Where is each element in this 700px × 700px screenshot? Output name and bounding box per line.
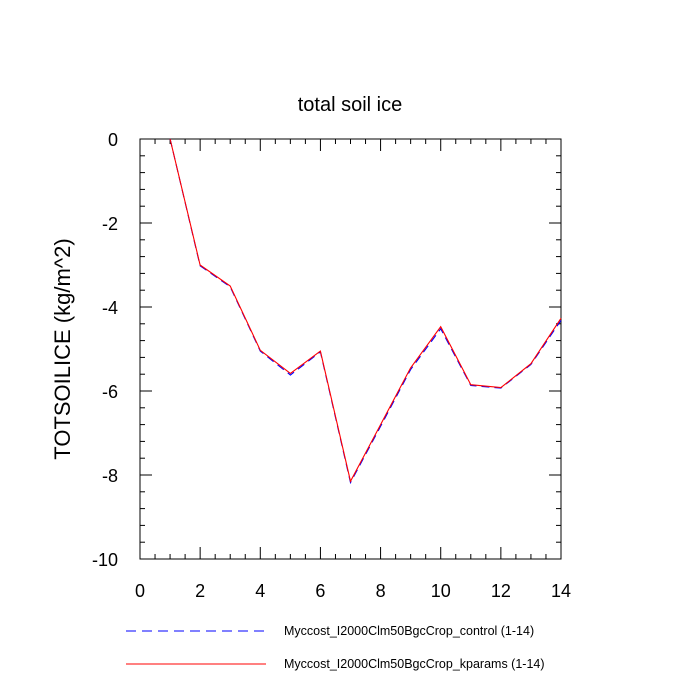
series-line-1 bbox=[169, 138, 562, 485]
y-tick-label: -2 bbox=[102, 214, 118, 234]
series-line-2 bbox=[169, 138, 562, 483]
legend-label-1: Myccost_I2000Clm50BgcCrop_control (1-14) bbox=[284, 624, 534, 638]
y-axis-label: TOTSOILICE (kg/m^2) bbox=[50, 238, 75, 459]
y-tick-label: 0 bbox=[108, 130, 118, 150]
x-tick-label: 6 bbox=[315, 581, 325, 601]
x-tick-label: 2 bbox=[195, 581, 205, 601]
legend: Myccost_I2000Clm50BgcCrop_control (1-14)… bbox=[126, 624, 545, 671]
axis-ticks bbox=[139, 138, 562, 560]
y-tick-label: -4 bbox=[102, 298, 118, 318]
x-tick-label: 4 bbox=[255, 581, 265, 601]
chart-title: total soil ice bbox=[298, 94, 403, 116]
x-tick-label: 14 bbox=[551, 581, 571, 601]
plot-frame bbox=[139, 138, 562, 560]
x-tick-label: 10 bbox=[431, 581, 451, 601]
y-tick-label: -10 bbox=[92, 550, 118, 570]
x-axis-tick-labels: 0 2 4 6 8 10 12 14 bbox=[135, 581, 571, 601]
series-lines bbox=[169, 138, 562, 485]
x-tick-label: 12 bbox=[491, 581, 511, 601]
y-axis-tick-labels: 0 -2 -4 -6 -8 -10 bbox=[92, 130, 118, 570]
y-tick-label: -8 bbox=[102, 466, 118, 486]
legend-label-2: Myccost_I2000Clm50BgcCrop_kparams (1-14) bbox=[284, 657, 545, 671]
y-tick-label: -6 bbox=[102, 382, 118, 402]
x-tick-label: 0 bbox=[135, 581, 145, 601]
x-tick-label: 8 bbox=[376, 581, 386, 601]
plot-area bbox=[139, 138, 562, 560]
